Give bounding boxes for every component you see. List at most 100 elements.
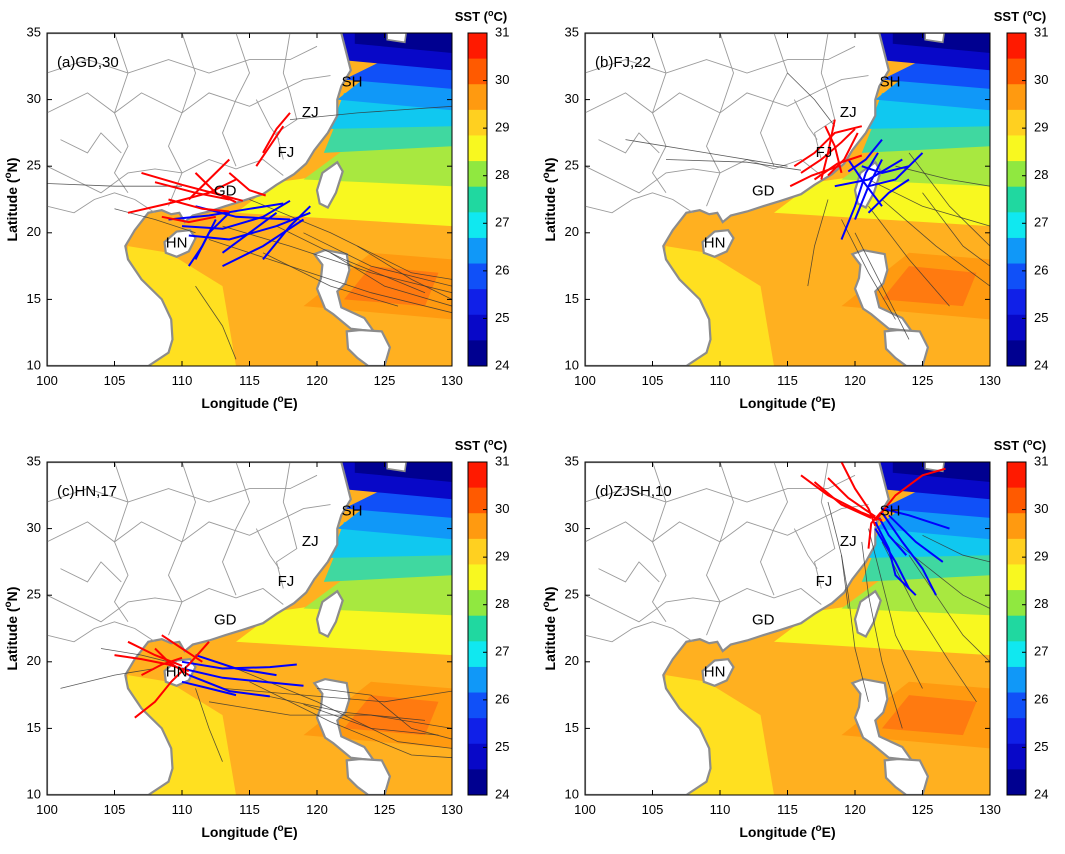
admin-border (585, 504, 869, 543)
map-area: SH ZJ FJ GD HN (c)HN,17 (47, 462, 452, 795)
admin-border (47, 192, 156, 214)
x-tick-label: 110 (710, 802, 731, 817)
panel-label: (a)GD,30 (57, 54, 119, 71)
typhoon-track-other (262, 252, 399, 307)
region-label-fj: FJ (278, 144, 295, 161)
land (47, 33, 352, 366)
admin-border (168, 33, 196, 207)
typhoon-track-land (194, 172, 237, 204)
typhoon-track-other (854, 232, 910, 340)
typhoon-track-ocean (195, 654, 277, 677)
land (701, 657, 735, 687)
x-axis-title: Longitude (oE) (201, 823, 297, 840)
admin-border (60, 561, 122, 583)
typhoon-track-land (867, 511, 882, 549)
typhoon-track-other (868, 179, 990, 227)
x-tick-label: 125 (374, 373, 396, 388)
typhoon-track-other (222, 225, 452, 294)
panel-d: SH ZJ FJ GD HN (d)ZJSH,10 100 105 110 115 120 125 13… (541, 437, 1048, 840)
colorbar-tick-label: 27 (495, 644, 509, 659)
typhoon-track-other (235, 668, 452, 749)
region-label-fj: FJ (816, 144, 833, 161)
typhoon-track-land (800, 128, 856, 174)
x-tick-label: 100 (574, 373, 596, 388)
colorbar-segment (468, 718, 487, 745)
y-tick-label: 35 (565, 453, 579, 468)
typhoon-track-land (840, 462, 877, 527)
region-label-gd: GD (214, 611, 237, 628)
x-tick-label: 110 (710, 373, 731, 388)
colorbar-tick-label: 28 (495, 167, 509, 182)
typhoon-track-other (868, 205, 950, 307)
colorbar-segment (1007, 743, 1026, 770)
colorbar-segment (468, 743, 487, 770)
typhoon-track-ocean (187, 219, 217, 267)
region-label-fj: FJ (816, 573, 833, 590)
x-tick-label: 120 (306, 802, 328, 817)
typhoon-track-land (141, 171, 244, 202)
colorbar-frame (1006, 461, 1027, 796)
typhoon-track-land (813, 481, 872, 519)
map-area: SH ZJ FJ GD HN (a)GD,30 (47, 33, 452, 366)
colorbar-segment (1007, 615, 1026, 642)
typhoon-track-other (908, 554, 990, 663)
colorbar-segment (1007, 186, 1026, 213)
admin-border (47, 587, 284, 623)
x-axis-title: Longitude (oE) (739, 823, 835, 840)
land (853, 589, 882, 638)
sst-zone (354, 462, 452, 482)
colorbar-tick-label: 26 (495, 262, 509, 277)
land (315, 160, 344, 209)
colorbar-segment (1007, 564, 1026, 591)
y-tick-label: 25 (27, 587, 41, 602)
colorbar-tick-label: 25 (495, 739, 509, 754)
colorbar-tick-label: 24 (1034, 786, 1048, 801)
y-tick-label: 20 (27, 653, 41, 668)
typhoon-track-other (330, 252, 452, 307)
typhoon-track-ocean (840, 152, 879, 240)
region-label-hn: HN (166, 663, 188, 680)
admin-border (168, 462, 196, 636)
colorbar-segment (468, 769, 487, 796)
typhoon-track-other (262, 694, 426, 721)
region-label-sh: SH (880, 73, 901, 90)
typhoon-track-land (228, 172, 267, 197)
typhoon-track-other (60, 668, 156, 689)
colorbar-tick-label: 26 (1034, 262, 1048, 277)
typhoon-track-other (881, 199, 990, 287)
colorbar-tick-label: 26 (1034, 691, 1048, 706)
admin-border (585, 45, 856, 74)
typhoon-track-other (827, 501, 849, 609)
colorbar-tick-label: 31 (495, 24, 509, 39)
typhoon-track-ocean (188, 674, 270, 698)
typhoon-track-ocean (881, 512, 937, 596)
typhoon-track-other (303, 704, 439, 736)
sst-zone (868, 521, 990, 558)
typhoon-track-land (874, 467, 946, 522)
y-tick-label: 10 (27, 357, 41, 372)
colorbar-tick-label: 27 (1034, 215, 1048, 230)
admin-border (793, 99, 818, 140)
typhoon-track-other (807, 199, 829, 287)
typhoon-track-other (625, 139, 788, 167)
x-tick-label: 110 (172, 373, 193, 388)
colorbar-segment (1007, 513, 1026, 540)
x-tick-label: 115 (777, 373, 798, 388)
typhoon-track-land (827, 132, 859, 177)
typhoon-track-other (895, 165, 990, 187)
typhoon-track-other (841, 219, 896, 320)
colorbar-tick-label: 25 (1034, 310, 1048, 325)
typhoon-track-ocean (847, 158, 883, 207)
colorbar-tick-label: 25 (495, 310, 509, 325)
colorbar-segment (1007, 161, 1026, 188)
typhoon-track-ocean (878, 517, 908, 556)
typhoon-track-ocean (181, 667, 304, 687)
colorbar-segment (1007, 84, 1026, 111)
typhoon-track-ocean (874, 528, 910, 589)
colorbar-segment (468, 263, 487, 290)
colorbar-segment (1007, 666, 1026, 694)
region-label-hn: HN (166, 234, 188, 251)
colorbar-segment (1007, 237, 1026, 265)
region-label-sh: SH (880, 502, 901, 519)
region-label-zj: ZJ (840, 104, 857, 121)
